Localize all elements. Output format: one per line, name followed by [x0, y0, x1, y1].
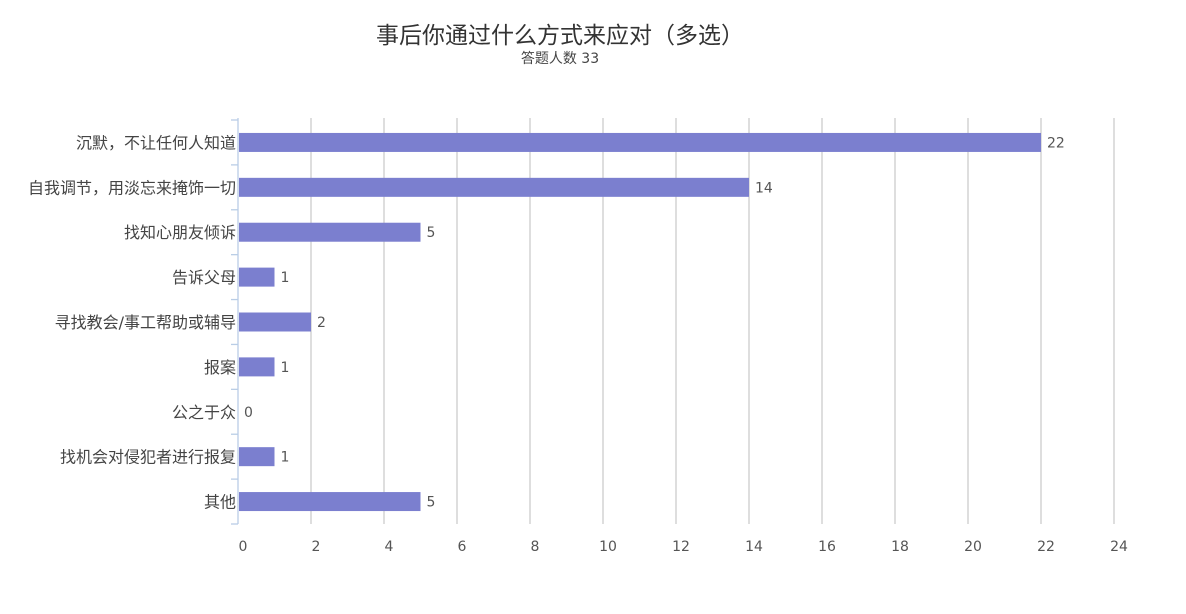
category-label: 自我调节，用淡忘来掩饰一切 — [28, 178, 236, 197]
x-tick-label: 0 — [239, 539, 248, 555]
x-tick-label: 16 — [818, 539, 836, 555]
category-label: 找机会对侵犯者进行报复 — [60, 448, 236, 467]
value-label: 1 — [281, 270, 290, 286]
x-tick-label: 14 — [745, 539, 763, 555]
bar — [239, 447, 275, 467]
value-label: 1 — [281, 360, 290, 376]
x-tick-labels: 0 2 4 6 8 10 12 14 16 18 20 22 24 — [239, 539, 1128, 555]
category-label: 告诉父母 — [172, 268, 236, 287]
chart-subtitle: 答题人数 33 — [520, 51, 600, 67]
value-label: 22 — [1047, 135, 1065, 151]
x-tick-label: 18 — [891, 539, 909, 555]
category-label: 找知心朋友倾诉 — [124, 223, 236, 242]
value-label: 1 — [281, 450, 290, 466]
value-label: 2 — [317, 315, 326, 331]
bar — [239, 267, 275, 287]
value-label: 0 — [244, 405, 253, 421]
x-tick-label: 6 — [458, 539, 467, 555]
category-label: 报案 — [204, 358, 236, 377]
bar — [239, 312, 311, 332]
bar — [239, 492, 421, 512]
x-tick-label: 12 — [672, 539, 690, 555]
bars — [239, 132, 1041, 512]
y-axis — [231, 118, 239, 525]
category-label: 公之于众 — [172, 403, 236, 422]
value-label: 14 — [755, 180, 773, 196]
x-tick-label: 2 — [312, 539, 321, 555]
x-tick-label: 24 — [1110, 539, 1128, 555]
value-label: 5 — [427, 495, 436, 511]
value-label: 5 — [427, 225, 436, 241]
chart-title: 事后你通过什么方式来应对（多选） — [376, 23, 744, 49]
bar — [239, 222, 421, 242]
x-tick-label: 22 — [1037, 539, 1055, 555]
x-tick-label: 8 — [531, 539, 540, 555]
x-tick-label: 10 — [599, 539, 617, 555]
value-labels: 22 14 5 1 2 1 0 1 5 — [244, 135, 1065, 510]
bar — [239, 177, 749, 197]
x-tick-label: 20 — [964, 539, 982, 555]
x-tick-label: 4 — [385, 539, 394, 555]
category-label: 其他 — [204, 493, 236, 512]
category-label: 寻找教会/事工帮助或辅导 — [55, 313, 236, 332]
bar — [239, 357, 275, 377]
bar — [239, 132, 1041, 152]
category-labels: 沉默，不让任何人知道自我调节，用淡忘来掩饰一切找知心朋友倾诉告诉父母寻找教会/事… — [28, 133, 236, 511]
category-label: 沉默，不让任何人知道 — [76, 133, 236, 152]
